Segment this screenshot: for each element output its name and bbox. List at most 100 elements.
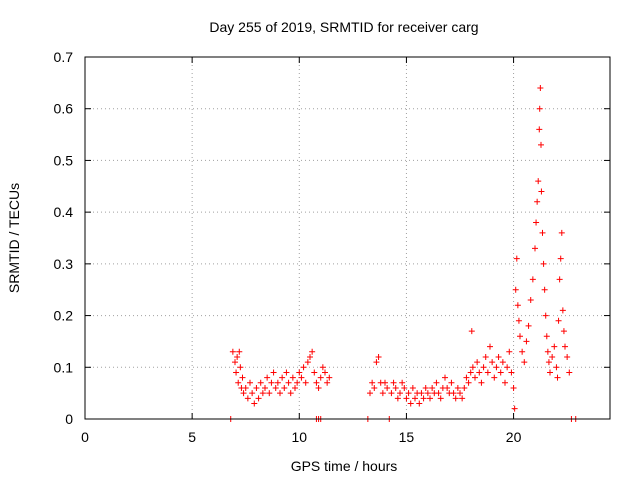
- data-point: [390, 379, 397, 386]
- data-point: [553, 364, 560, 371]
- data-point: [277, 390, 283, 397]
- data-point: [556, 276, 563, 283]
- chart-title: Day 255 of 2019, SRMTID for receiver car…: [209, 19, 478, 35]
- data-point: [242, 384, 249, 391]
- y-tick-label: 0.1: [54, 359, 74, 375]
- data-points: [227, 85, 579, 422]
- data-point: [514, 302, 521, 309]
- data-point: [382, 379, 388, 386]
- data-point: [533, 219, 540, 226]
- data-point: [560, 328, 567, 335]
- data-point: [287, 390, 294, 397]
- data-point: [554, 374, 561, 381]
- data-point: [557, 255, 564, 262]
- data-point: [549, 353, 556, 360]
- data-point: [536, 126, 543, 133]
- data-point: [379, 390, 386, 397]
- data-point: [534, 198, 541, 205]
- data-point: [255, 395, 262, 402]
- data-point: [292, 384, 298, 391]
- data-point: [532, 245, 538, 252]
- data-point: [536, 105, 543, 112]
- data-point: [510, 384, 517, 391]
- data-point: [512, 286, 519, 293]
- data-point: [294, 379, 301, 386]
- y-axis-label: SRMTID / TECUs: [6, 183, 22, 293]
- data-point: [289, 374, 296, 381]
- y-tick-label: 0.5: [54, 152, 74, 168]
- data-point: [537, 85, 544, 92]
- data-point: [322, 369, 328, 376]
- data-point: [562, 343, 568, 350]
- data-point: [285, 379, 292, 386]
- data-point: [427, 395, 433, 402]
- data-point: [369, 379, 376, 386]
- data-point: [259, 390, 266, 397]
- data-point: [251, 400, 258, 407]
- data-point: [476, 369, 483, 376]
- data-point: [375, 353, 382, 360]
- data-point: [279, 374, 286, 381]
- data-point: [367, 390, 373, 397]
- data-point: [547, 369, 553, 376]
- data-point: [474, 359, 481, 366]
- data-point: [450, 390, 457, 397]
- data-point: [515, 317, 522, 324]
- data-point: [394, 395, 401, 402]
- data-point: [499, 359, 506, 366]
- data-point: [274, 379, 281, 386]
- data-point: [401, 384, 408, 391]
- data-point: [529, 276, 536, 283]
- data-point: [311, 369, 318, 376]
- y-tick-label: 0.7: [54, 49, 74, 65]
- data-point: [300, 364, 307, 371]
- data-point: [407, 400, 414, 407]
- data-point: [302, 379, 309, 386]
- data-point: [424, 390, 431, 397]
- data-point: [420, 395, 427, 402]
- y-tick-label: 0.2: [54, 308, 74, 324]
- data-point: [564, 353, 571, 360]
- data-point: [283, 369, 290, 376]
- data-point: [502, 379, 508, 386]
- data-point: [384, 384, 391, 391]
- data-point: [457, 390, 463, 397]
- data-point: [521, 359, 528, 366]
- data-point: [239, 374, 246, 381]
- data-point: [326, 374, 333, 381]
- data-point: [266, 390, 273, 397]
- data-point: [539, 229, 546, 236]
- data-point: [236, 348, 243, 355]
- data-point: [544, 348, 551, 355]
- x-axis-label: GPS time / hours: [291, 458, 398, 474]
- data-point: [272, 384, 279, 391]
- data-point: [304, 359, 311, 366]
- data-point: [433, 379, 440, 386]
- data-point: [495, 353, 502, 360]
- data-point: [399, 379, 406, 386]
- data-point: [538, 188, 545, 195]
- data-point: [538, 141, 544, 148]
- data-point: [319, 364, 326, 371]
- data-point: [437, 395, 444, 402]
- data-point: [270, 369, 277, 376]
- x-tick-label: 0: [81, 429, 89, 445]
- data-point: [497, 369, 504, 376]
- data-point: [555, 317, 562, 324]
- data-point: [403, 395, 410, 402]
- data-point: [527, 297, 534, 304]
- data-point: [264, 374, 271, 381]
- data-point: [543, 333, 550, 340]
- data-point: [418, 390, 425, 397]
- data-point: [405, 390, 412, 397]
- data-point: [240, 390, 247, 397]
- x-tick-label: 10: [291, 429, 307, 445]
- grid-lines: [85, 57, 610, 419]
- data-point: [429, 384, 436, 391]
- plot-frame: [84, 56, 611, 420]
- x-axis-ticks: 0 5 10 15 20: [81, 57, 522, 445]
- data-point: [281, 384, 288, 391]
- y-axis-ticks: 0 0.1 0.2 0.3 0.4 0.5 0.6 0.7: [54, 49, 610, 427]
- data-point: [237, 364, 244, 371]
